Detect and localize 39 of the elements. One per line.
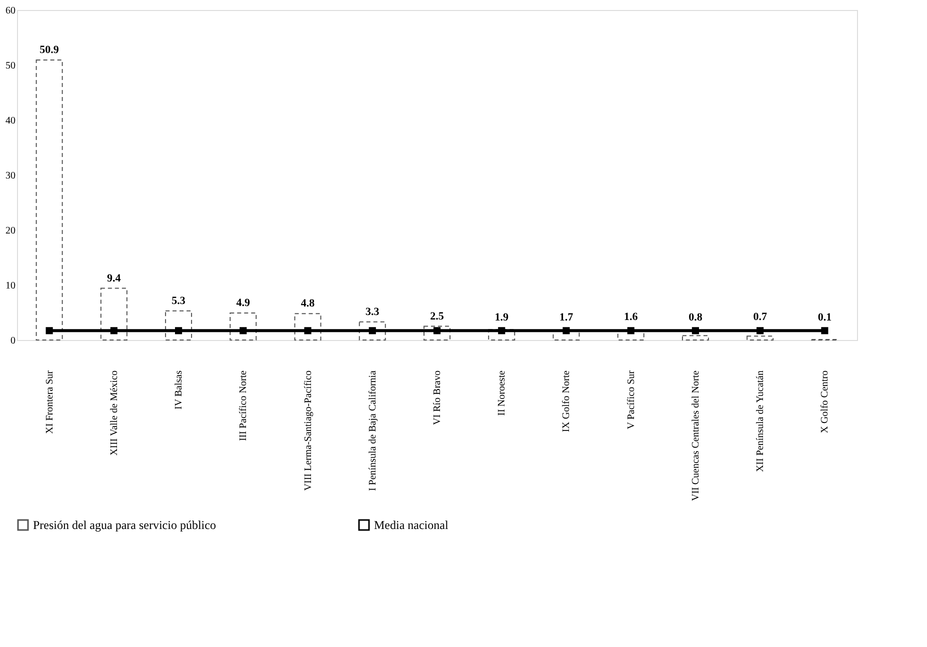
x-tick-label: IV Balsas bbox=[174, 370, 185, 410]
data-label: 9.4 bbox=[107, 272, 122, 284]
data-label: 0.1 bbox=[818, 311, 832, 324]
data-label: 3.3 bbox=[366, 306, 380, 318]
data-label: 50.9 bbox=[40, 44, 60, 56]
y-tick-label: 40 bbox=[6, 116, 16, 126]
data-label: 4.9 bbox=[236, 297, 251, 310]
x-tick-label: IX Golfo Norte bbox=[561, 370, 572, 432]
legend-label: Presión del agua para servicio público bbox=[33, 518, 216, 532]
bar bbox=[36, 60, 63, 340]
y-tick-label: 0 bbox=[10, 336, 16, 346]
y-tick-label: 10 bbox=[6, 280, 16, 292]
y-tick-label: 50 bbox=[6, 60, 16, 72]
x-tick-label: XI Frontera Sur bbox=[44, 370, 56, 434]
x-tick-label: XII Península de Yucatán bbox=[755, 370, 766, 472]
data-label: 1.6 bbox=[624, 311, 638, 324]
x-tick-label: X Golfo Centro bbox=[820, 370, 831, 434]
data-label: 2.5 bbox=[430, 310, 444, 322]
y-tick-label: 60 bbox=[6, 6, 16, 16]
y-tick-label: 20 bbox=[6, 226, 16, 236]
x-tick-label: VII Cuencas Centrales del Norte bbox=[690, 370, 702, 502]
data-label: 1.7 bbox=[559, 312, 574, 324]
bar bbox=[100, 288, 128, 340]
data-label: 0.7 bbox=[753, 311, 768, 324]
x-tick-label: II Noroeste bbox=[496, 370, 508, 416]
legend-label: Media nacional bbox=[374, 518, 449, 532]
y-tick-label: 30 bbox=[6, 170, 16, 182]
x-tick-label: III Pacífico Norte bbox=[238, 370, 250, 442]
bar bbox=[746, 336, 774, 340]
data-label: 5.3 bbox=[172, 294, 186, 307]
x-tick-label: VI Río Bravo bbox=[432, 370, 443, 425]
data-label: 4.8 bbox=[300, 298, 316, 310]
x-tick-label: VIII Lerma-Santiago-Pacífico bbox=[302, 370, 314, 491]
bar bbox=[682, 335, 709, 340]
x-tick-label: V Pacífico Sur bbox=[626, 370, 637, 430]
data-label: 1.9 bbox=[494, 312, 509, 324]
data-label: 0.8 bbox=[688, 312, 703, 324]
x-tick-label: I Península de Baja California bbox=[367, 370, 378, 492]
x-tick-label: XIII Valle de México bbox=[108, 370, 120, 456]
